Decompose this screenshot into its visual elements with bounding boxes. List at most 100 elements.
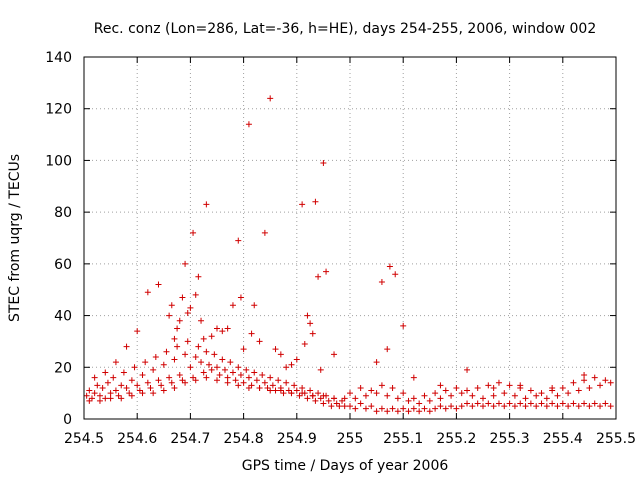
data-point bbox=[575, 387, 582, 394]
x-tick-label: 255 bbox=[337, 431, 364, 447]
data-point bbox=[533, 403, 540, 410]
data-point bbox=[200, 369, 207, 376]
data-point bbox=[421, 405, 428, 412]
data-point bbox=[453, 384, 460, 391]
data-point bbox=[315, 390, 322, 397]
data-point bbox=[517, 400, 524, 407]
data-point bbox=[195, 343, 202, 350]
data-point bbox=[347, 403, 353, 410]
data-point bbox=[485, 400, 492, 407]
y-tick-label: 0 bbox=[63, 412, 72, 428]
data-point bbox=[581, 372, 588, 379]
data-point bbox=[275, 377, 282, 384]
data-point bbox=[123, 343, 130, 350]
data-point bbox=[325, 397, 332, 404]
data-point bbox=[506, 382, 513, 389]
data-point bbox=[110, 374, 117, 381]
data-point bbox=[517, 382, 524, 389]
data-point bbox=[214, 364, 220, 371]
data-point bbox=[392, 271, 399, 278]
data-point bbox=[147, 384, 154, 391]
data-point bbox=[86, 397, 93, 404]
data-point bbox=[426, 408, 433, 415]
data-point bbox=[267, 95, 274, 102]
data-point bbox=[299, 201, 306, 208]
data-point bbox=[237, 294, 244, 301]
data-point bbox=[368, 387, 375, 394]
data-point bbox=[416, 400, 423, 407]
data-point bbox=[224, 325, 231, 332]
data-point bbox=[259, 372, 266, 379]
data-point bbox=[341, 395, 348, 402]
data-point bbox=[160, 361, 167, 368]
data-point bbox=[347, 390, 353, 397]
data-point bbox=[261, 379, 268, 386]
data-point bbox=[251, 302, 258, 309]
x-tick-label: 254.5 bbox=[64, 431, 104, 447]
data-point bbox=[237, 372, 244, 379]
data-point bbox=[384, 392, 391, 399]
data-point bbox=[195, 273, 202, 280]
data-point bbox=[171, 335, 178, 342]
data-point bbox=[432, 405, 439, 412]
data-point bbox=[432, 390, 439, 397]
data-point bbox=[522, 395, 529, 402]
data-point bbox=[245, 384, 252, 391]
data-point bbox=[192, 377, 199, 384]
data-point bbox=[378, 278, 385, 285]
data-point bbox=[134, 328, 141, 335]
data-point bbox=[248, 382, 255, 389]
data-point bbox=[501, 390, 508, 397]
data-point bbox=[134, 382, 141, 389]
data-point bbox=[120, 369, 127, 376]
x-tick-label: 255.2 bbox=[436, 431, 476, 447]
data-point bbox=[570, 379, 577, 386]
data-point bbox=[240, 346, 247, 353]
data-point bbox=[543, 395, 550, 402]
data-point bbox=[219, 328, 226, 335]
data-point bbox=[307, 320, 314, 327]
data-point bbox=[112, 359, 119, 366]
data-point bbox=[565, 403, 572, 410]
data-point bbox=[607, 379, 614, 386]
data-point bbox=[389, 405, 396, 412]
data-point bbox=[179, 377, 186, 384]
data-point bbox=[155, 377, 162, 384]
y-tick-label: 100 bbox=[45, 153, 72, 169]
data-point bbox=[448, 392, 455, 399]
data-point bbox=[208, 333, 215, 340]
data-point bbox=[317, 366, 324, 373]
data-point bbox=[214, 377, 220, 384]
data-point bbox=[400, 405, 407, 412]
x-tick-label: 254.9 bbox=[277, 431, 317, 447]
data-point bbox=[107, 390, 114, 397]
data-point bbox=[501, 403, 508, 410]
data-point bbox=[394, 395, 401, 402]
data-point bbox=[458, 403, 465, 410]
data-point bbox=[538, 400, 545, 407]
data-point bbox=[155, 281, 162, 288]
data-point bbox=[442, 387, 449, 394]
x-tick-label: 255.1 bbox=[383, 431, 423, 447]
x-tick-label: 255.5 bbox=[596, 431, 636, 447]
data-point bbox=[458, 390, 465, 397]
data-point bbox=[216, 372, 223, 379]
data-point bbox=[373, 408, 380, 415]
data-point bbox=[152, 353, 159, 360]
data-point bbox=[291, 382, 298, 389]
data-point bbox=[597, 403, 604, 410]
data-point bbox=[317, 395, 324, 402]
data-point bbox=[118, 382, 125, 389]
data-point bbox=[83, 392, 90, 399]
data-point bbox=[168, 379, 175, 386]
data-point bbox=[245, 374, 252, 381]
data-point bbox=[421, 392, 428, 399]
data-point bbox=[554, 403, 561, 410]
data-point bbox=[591, 400, 598, 407]
data-points bbox=[83, 95, 614, 415]
data-point bbox=[339, 397, 346, 404]
data-point bbox=[123, 384, 130, 391]
data-point bbox=[182, 379, 189, 386]
data-point bbox=[139, 390, 146, 397]
data-point bbox=[607, 403, 614, 410]
